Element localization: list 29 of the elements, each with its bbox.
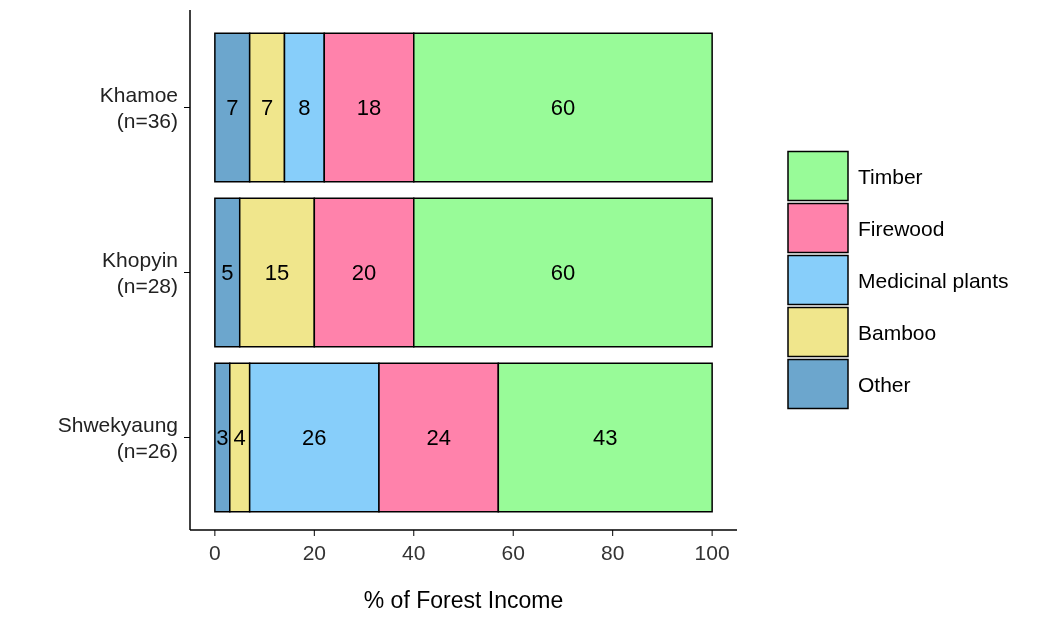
x-axis-title: % of Forest Income (363, 587, 564, 613)
data-label: 3 (216, 425, 229, 450)
data-label: 4 (233, 425, 246, 450)
data-label: 5 (221, 260, 234, 285)
data-label: 15 (264, 260, 290, 285)
data-label: 8 (298, 95, 311, 120)
x-tick-label: 20 (302, 541, 326, 564)
data-label: 60 (550, 95, 576, 120)
legend-label: Firewood (858, 216, 945, 240)
x-tick-label: 80 (601, 541, 625, 564)
y-tick-label: Khamoe (n=36) (99, 82, 178, 132)
x-tick-label: 60 (501, 541, 525, 564)
y-tick-label: Khopyin (n=28) (102, 247, 178, 297)
data-label: 20 (351, 260, 377, 285)
legend-label: Timber (858, 164, 923, 188)
data-label: 26 (302, 425, 327, 450)
x-tick-label: 40 (402, 541, 426, 564)
data-label: 7 (226, 95, 239, 120)
data-label: 18 (356, 95, 382, 120)
x-tick-label: 100 (694, 541, 730, 564)
legend-label: Medicinal plants (858, 268, 1009, 292)
data-label: 24 (426, 425, 451, 450)
data-label: 43 (592, 425, 618, 450)
data-label: 7 (260, 95, 274, 120)
y-tick-label: Shwekyaung (n=26) (57, 412, 178, 462)
data-label: 60 (550, 260, 576, 285)
legend-label: Bamboo (858, 320, 937, 344)
x-tick-label: 0 (209, 541, 221, 564)
legend-label: Other (858, 372, 911, 396)
